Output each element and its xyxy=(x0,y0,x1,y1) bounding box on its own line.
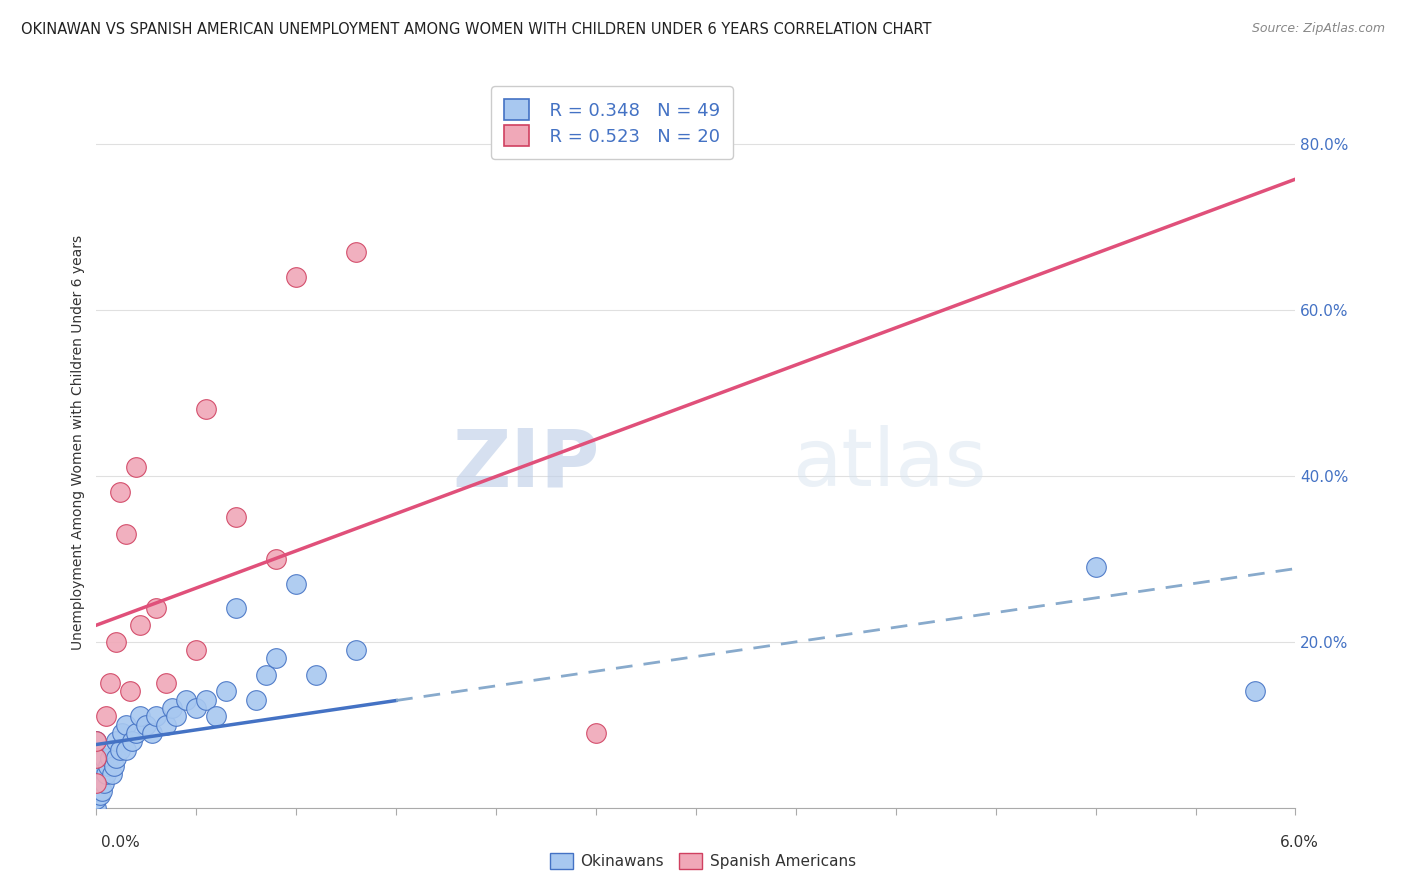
Point xyxy=(125,726,148,740)
Point xyxy=(141,726,163,740)
Point xyxy=(86,751,108,765)
Point xyxy=(225,510,247,524)
Point xyxy=(89,788,111,802)
Point xyxy=(344,244,367,259)
Point xyxy=(305,668,328,682)
Point xyxy=(93,775,115,789)
Point xyxy=(115,717,138,731)
Point xyxy=(98,751,121,765)
Point xyxy=(86,775,108,789)
Point xyxy=(145,709,167,723)
Point xyxy=(98,676,121,690)
Point xyxy=(285,269,308,284)
Text: 6.0%: 6.0% xyxy=(1279,836,1319,850)
Point xyxy=(264,551,287,566)
Point xyxy=(1244,684,1267,698)
Point xyxy=(162,701,184,715)
Text: atlas: atlas xyxy=(792,425,986,503)
Y-axis label: Unemployment Among Women with Children Under 6 years: Unemployment Among Women with Children U… xyxy=(72,235,86,650)
Point xyxy=(91,784,114,798)
Point xyxy=(155,676,177,690)
Point xyxy=(115,526,138,541)
Point xyxy=(86,800,108,814)
Point xyxy=(195,692,218,706)
Text: ZIP: ZIP xyxy=(453,425,600,503)
Point xyxy=(285,576,308,591)
Point xyxy=(105,634,128,648)
Point xyxy=(165,709,187,723)
Point xyxy=(86,792,108,806)
Point xyxy=(215,684,238,698)
Point xyxy=(105,734,128,748)
Point xyxy=(344,643,367,657)
Point xyxy=(101,767,124,781)
Point xyxy=(105,751,128,765)
Point xyxy=(254,668,277,682)
Point xyxy=(121,734,143,748)
Point xyxy=(115,742,138,756)
Point xyxy=(86,734,108,748)
Point xyxy=(86,759,108,773)
Point xyxy=(585,726,607,740)
Point xyxy=(91,759,114,773)
Point xyxy=(110,485,132,500)
Point xyxy=(101,742,124,756)
Point xyxy=(86,775,108,789)
Text: 0.0%: 0.0% xyxy=(101,836,141,850)
Point xyxy=(89,772,111,786)
Point xyxy=(96,767,118,781)
Point xyxy=(195,402,218,417)
Point xyxy=(135,717,157,731)
Point xyxy=(97,759,120,773)
Point xyxy=(86,734,108,748)
Point xyxy=(145,601,167,615)
Point xyxy=(93,751,115,765)
Point xyxy=(120,684,142,698)
Point xyxy=(111,726,134,740)
Text: OKINAWAN VS SPANISH AMERICAN UNEMPLOYMENT AMONG WOMEN WITH CHILDREN UNDER 6 YEAR: OKINAWAN VS SPANISH AMERICAN UNEMPLOYMEN… xyxy=(21,22,932,37)
Point xyxy=(86,751,108,765)
Legend:   R = 0.348   N = 49,   R = 0.523   N = 20: R = 0.348 N = 49, R = 0.523 N = 20 xyxy=(491,87,733,159)
Text: Source: ZipAtlas.com: Source: ZipAtlas.com xyxy=(1251,22,1385,36)
Point xyxy=(205,709,228,723)
Point xyxy=(86,784,108,798)
Point xyxy=(245,692,267,706)
Point xyxy=(155,717,177,731)
Point xyxy=(174,692,197,706)
Point xyxy=(129,618,152,632)
Legend: Okinawans, Spanish Americans: Okinawans, Spanish Americans xyxy=(544,847,862,875)
Point xyxy=(96,709,118,723)
Point xyxy=(1084,560,1107,574)
Point xyxy=(129,709,152,723)
Point xyxy=(103,759,125,773)
Point xyxy=(264,651,287,665)
Point xyxy=(225,601,247,615)
Point xyxy=(125,460,148,475)
Point xyxy=(186,701,208,715)
Point xyxy=(86,767,108,781)
Point xyxy=(110,742,132,756)
Point xyxy=(186,643,208,657)
